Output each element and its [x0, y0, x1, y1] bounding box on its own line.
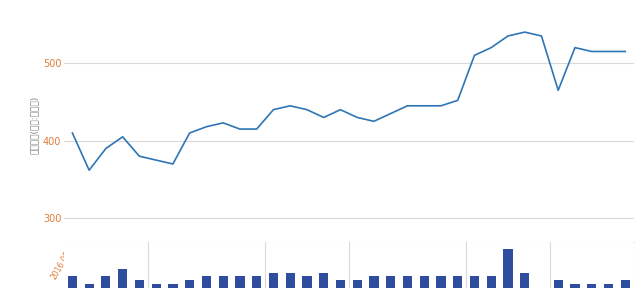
Bar [252, 276, 261, 288]
Bar [604, 284, 613, 288]
Bar [236, 276, 244, 288]
Bar [554, 280, 563, 288]
Bar [185, 280, 195, 288]
Bar [587, 284, 596, 288]
Bar [403, 276, 412, 288]
Bar [621, 280, 630, 288]
Bar [369, 276, 378, 288]
Bar [168, 284, 177, 288]
Bar [453, 276, 462, 288]
Bar [302, 276, 312, 288]
Bar [269, 273, 278, 288]
Bar [520, 273, 529, 288]
Bar [319, 273, 328, 288]
Bar [353, 280, 362, 288]
Bar [152, 284, 161, 288]
Bar [218, 276, 228, 288]
Bar [486, 276, 496, 288]
Bar [202, 276, 211, 288]
Bar [386, 276, 396, 288]
Bar [135, 280, 144, 288]
Bar [570, 284, 580, 288]
Bar [503, 249, 513, 288]
Bar [285, 273, 295, 288]
Bar [470, 276, 479, 288]
Bar [436, 276, 445, 288]
Y-axis label: 거래금액(단위:백만원): 거래금액(단위:백만원) [29, 96, 38, 154]
Bar [118, 269, 127, 288]
Bar [420, 276, 429, 288]
Bar [84, 284, 93, 288]
Bar [68, 276, 77, 288]
Bar [336, 280, 345, 288]
Bar [101, 276, 111, 288]
